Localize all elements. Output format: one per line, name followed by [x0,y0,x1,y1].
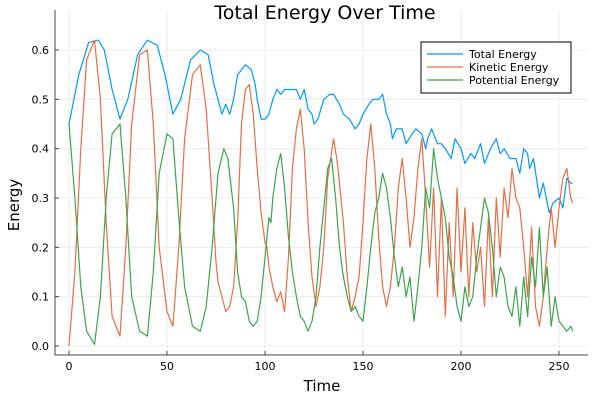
y-axis-label: Energy [5,179,23,232]
legend-label: Potential Energy [469,74,560,87]
series-line-kinetic-energy [68,39,574,347]
x-tick-label: 0 [66,360,73,373]
x-tick-label: 250 [549,360,570,373]
x-tick-label: 200 [451,360,472,373]
y-ticks: 0.0 0.1 0.2 0.3 0.4 0.5 0.6 [32,44,59,353]
y-tick-label: 0.6 [32,44,50,57]
x-axis-label: Time [303,377,341,395]
legend-label: Kinetic Energy [469,61,549,74]
series-line-total-energy [68,39,573,214]
x-tick-label: 50 [160,360,174,373]
y-tick-label: 0.0 [32,340,50,353]
chart-title: Total Energy Over Time [213,2,435,24]
y-tick-label: 0.5 [32,93,50,106]
legend-label: Total Energy [468,48,537,61]
y-tick-label: 0.2 [32,241,50,254]
y-tick-label: 0.4 [32,143,50,156]
x-tick-label: 150 [353,360,374,373]
y-tick-label: 0.3 [32,192,50,205]
x-ticks: 0 50 100 150 200 250 [66,351,570,373]
series-line-potential-energy [68,123,574,346]
series-lines [68,39,574,347]
y-tick-label: 0.1 [32,291,50,304]
x-tick-label: 100 [255,360,276,373]
